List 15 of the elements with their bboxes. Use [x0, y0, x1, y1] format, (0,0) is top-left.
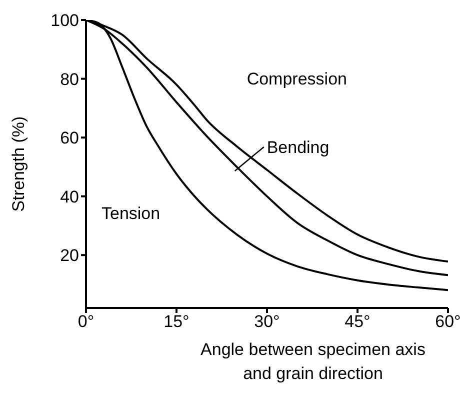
y-tick-label: 60	[60, 128, 79, 148]
x-tick-label: 15°	[164, 312, 190, 332]
series-label: Tension	[102, 204, 160, 223]
y-axis-title: Strength (%)	[9, 116, 28, 212]
y-tick-label: 80	[60, 70, 79, 89]
legend-label: Bending	[266, 138, 330, 157]
y-tick-label: 40	[60, 187, 79, 206]
text: Compression	[246, 69, 347, 88]
x-tick-label: 45°	[344, 312, 370, 332]
y-tick-label: 20	[60, 246, 79, 266]
x-tick-label: 0°	[78, 312, 94, 332]
y-tick-label: 100	[50, 11, 79, 30]
x-tick-label: 30°	[254, 312, 280, 332]
x-axis-title: Angle between specimen axis and grain direction	[200, 339, 426, 385]
x-tick-label: 60°	[435, 312, 461, 332]
